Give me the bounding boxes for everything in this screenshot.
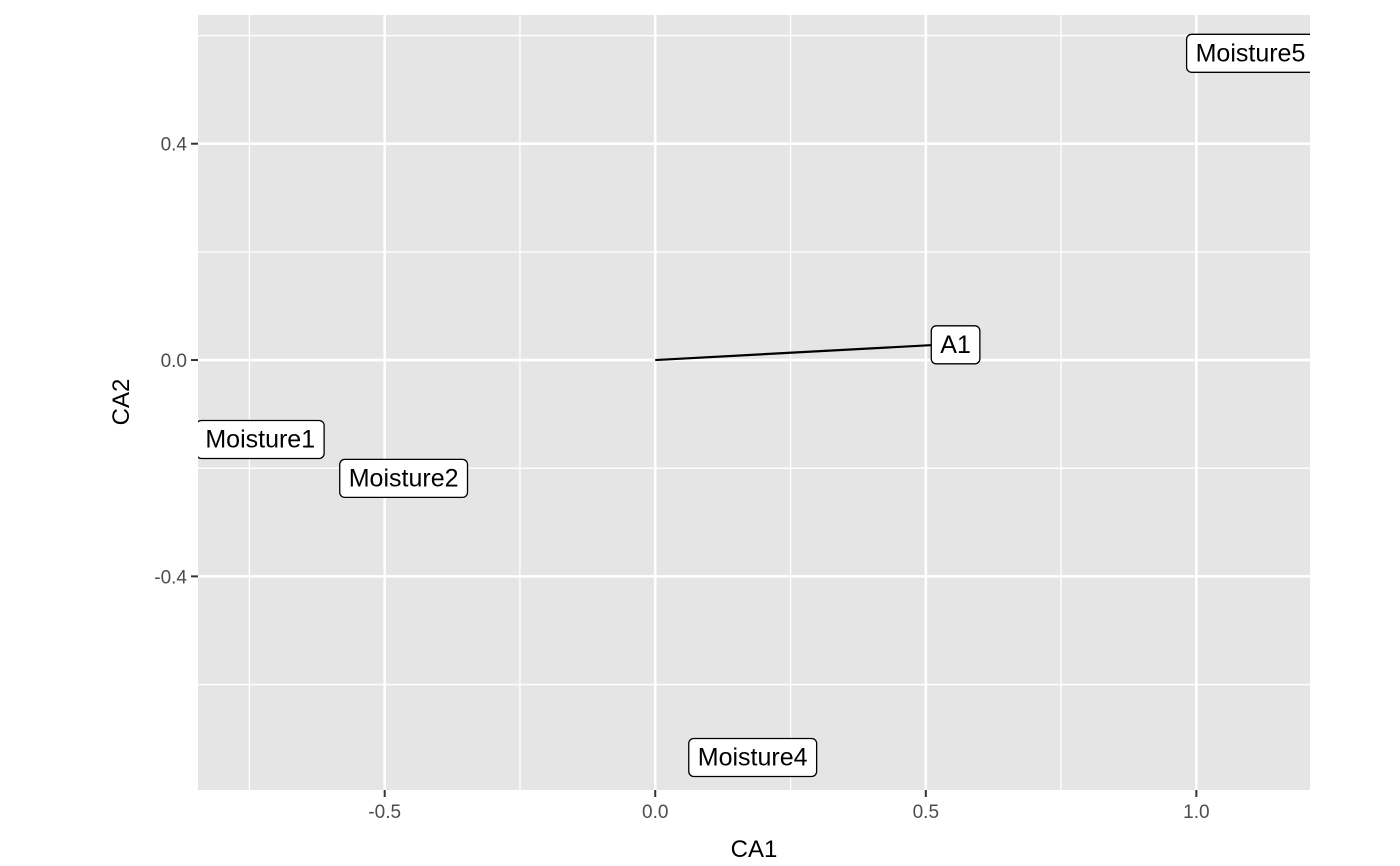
x-axis-title: CA1 [731,836,778,863]
label-box [688,737,818,778]
plot-panel [198,15,1310,790]
point-label-box: Moisture4 [688,737,818,778]
point-label-box: Moisture5 [1185,33,1310,73]
point-label: Moisture2 [349,464,459,492]
x-tick-label: 0.0 [642,802,668,823]
label-box [1185,33,1310,73]
x-tick-label: 0.5 [913,802,939,823]
point-label-box: Moisture1 [198,419,325,460]
label-box [339,458,469,499]
x-tick-label: -0.5 [368,802,401,823]
y-tick-label: 0.0 [161,351,187,372]
label-box [198,419,325,460]
plot-marks: A1 Moisture1 Moisture2 Moisture4 Moisture5 [198,33,1310,778]
x-tick-label: 1.0 [1183,802,1209,823]
point-label: Moisture4 [698,743,808,771]
label-box [930,325,981,365]
y-tick-label: -0.4 [154,567,187,588]
axes: -0.5 0.0 0.5 1.0 -0.4 0.0 0.4 [154,135,1209,823]
vector-line [655,342,956,362]
y-axis-title: CA2 [108,379,135,426]
y-tick-label: 0.4 [161,135,188,156]
point-label: A1 [940,331,971,359]
vector-label: A1 [930,325,981,365]
point-label: Moisture5 [1196,39,1306,67]
point-label: Moisture1 [205,425,315,453]
point-label-box: Moisture2 [339,458,469,499]
